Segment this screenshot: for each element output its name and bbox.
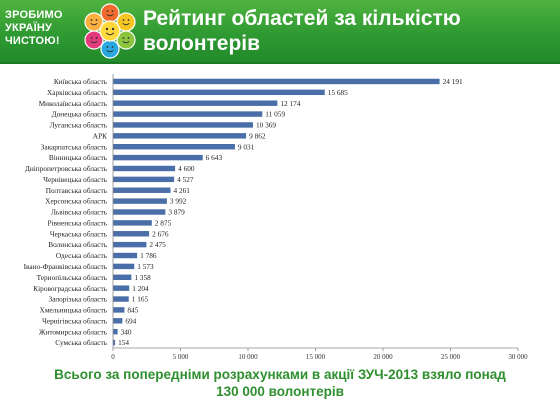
value-label: 1 573 [137,262,154,271]
bar [113,307,125,313]
bar [113,318,123,324]
bar [113,78,440,85]
bar [113,274,132,280]
category-label: Закарпатська область [41,142,108,151]
logo-line-3: ЧИСТОЮ! [5,35,60,47]
category-label: Луганська область [50,121,108,130]
value-label: 2 475 [149,240,166,249]
category-label: Івано-Франківська область [24,262,108,271]
x-tick-label: 10 000 [238,353,258,361]
category-label: Миколаївська область [39,99,108,108]
category-label: Полтавська область [46,186,108,195]
bar [113,165,176,172]
value-label: 10 369 [256,121,276,130]
bar [113,231,150,237]
bar [113,252,138,259]
category-label: АРК [93,131,107,140]
category-label: Дніпропетровська область [25,164,108,173]
logo-line-1: ЗРОБИМО [5,9,63,21]
x-tick-label: 0 [111,353,115,361]
value-label: 3 992 [170,197,187,206]
value-label: 4 600 [178,164,195,173]
bar [113,328,118,335]
volunteers-bar-chart: 0 5 000 10 000 15 000 20 000 25 000 30 000 Киї… [24,74,528,361]
bar [113,133,247,139]
header-banner: ЗРОБИМО УКРАЇНУ ЧИСТОЮ! Рейт [0,0,560,64]
x-tick-label: 30 000 [508,353,528,361]
bar [113,339,116,346]
category-label: Вінницька область [49,153,108,162]
category-label: Сумська область [55,338,107,347]
bar [113,111,263,117]
bar [113,187,171,193]
category-label: Черкаська область [50,229,108,238]
value-label: 3 879 [168,208,185,217]
category-label: Харківська область [47,88,108,97]
value-label: 1 786 [140,251,157,260]
value-label: 694 [125,316,136,325]
bar [113,122,253,128]
value-label: 6 643 [206,153,223,162]
bar [113,285,130,291]
value-label: 2 875 [155,218,172,227]
value-label: 4 527 [177,175,194,184]
category-label: Херсонська область [45,197,107,206]
bar [113,89,325,96]
logo-text: ЗРОБИМО УКРАЇНУ ЧИСТОЮ! [5,9,85,48]
bar [113,220,152,226]
bar [113,198,167,204]
x-tick-label: 20 000 [373,353,393,361]
value-label: 340 [121,327,132,336]
logo-line-2: УКРАЇНУ [5,22,53,34]
bar [113,100,278,106]
value-label: 845 [127,306,138,315]
value-label: 15 685 [328,88,348,97]
category-label: Київська область [54,77,108,86]
footer-line-1: Всього за попередніми розрахунками в акц… [54,367,506,382]
footer-line-2: 130 000 волонтерів [216,384,344,399]
x-tick-label: 5 000 [173,353,189,361]
category-label: Житомирська область [39,327,108,336]
value-label: 1 204 [132,284,149,293]
bar [113,296,129,302]
category-label: Донецька область [52,110,108,119]
category-label: Чернігівська область [42,316,108,325]
bar [113,144,235,150]
value-label: 1 358 [134,273,151,282]
category-label: Кіровоградська область [33,284,107,293]
x-tick-label: 25 000 [441,353,461,361]
value-label: 9 862 [249,131,266,140]
bars [113,78,440,346]
bar [113,241,147,248]
value-label: 12 174 [280,99,300,108]
value-label: 4 261 [174,186,191,195]
category-label: Хмельницька область [40,306,108,315]
value-label: 1 165 [132,295,149,304]
bar [113,176,175,183]
value-label: 154 [118,338,129,347]
category-label: Рівненська область [48,218,108,227]
category-label: Львівська область [51,208,108,217]
category-label: Одеська область [56,251,108,260]
bar [113,263,135,270]
footer-note: Всього за попередніми розрахунками в акц… [0,366,560,400]
x-tick-label: 15 000 [306,353,326,361]
x-axis-ticks: 0 5 000 10 000 15 000 20 000 25 000 30 000 [111,348,528,361]
value-label: 2 676 [152,229,169,238]
category-label: Волинська область [48,240,107,249]
value-label: 11 059 [265,110,285,119]
bar [113,209,166,215]
category-label: Запорізька область [48,295,107,304]
category-labels: Київська область Харківська область Микола… [24,77,108,347]
bar [113,154,203,161]
category-label: Чернівецька область [43,175,107,184]
page-title: Рейтинг областей за кількістю волонтерів [143,7,461,55]
value-label: 24 191 [443,77,463,86]
category-label: Тернопільська область [37,273,108,282]
value-label: 9 031 [238,142,255,151]
smiley-flower-logo-icon [84,3,136,59]
